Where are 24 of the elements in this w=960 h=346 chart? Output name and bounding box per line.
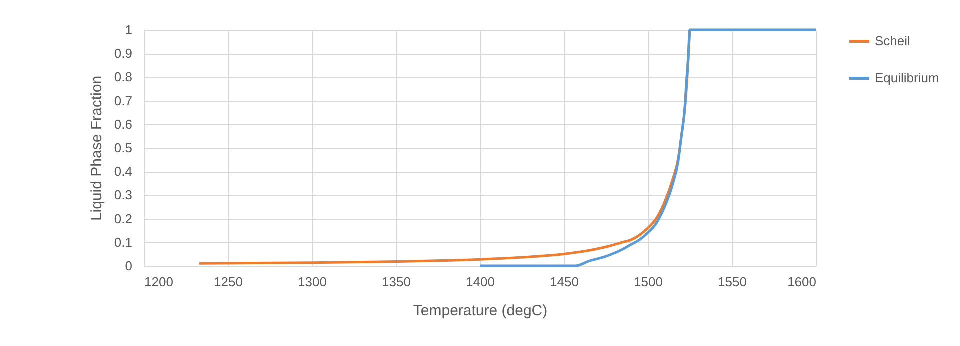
x-axis-title: Temperature (degC) [413,302,548,320]
x-tick-label: 1500 [634,274,663,290]
y-tick-label: 0.2 [114,211,132,226]
y-tick-label: 0.4 [114,164,132,180]
x-tick-label: 1400 [466,274,495,290]
y-tick-label: 0.6 [114,116,132,132]
x-tick-label: 1300 [298,274,327,290]
y-tick-label: 0 [125,258,132,274]
y-tick-label: 0.8 [114,70,132,85]
legend-label: Equilibrium [875,70,940,86]
x-tick-label: 1600 [788,274,816,290]
y-axis-title: Liquid Phase Fraction [88,76,106,222]
x-tick-label: 1200 [144,274,174,290]
y-tick-label: 0.3 [114,188,132,203]
y-tick-label: 0.7 [114,93,132,108]
x-tick-label: 1250 [214,274,243,290]
y-tick-label: 1 [125,22,132,38]
x-tick-label: 1550 [718,274,747,290]
x-tick-label: 1350 [382,274,411,290]
y-tick-label: 0.5 [114,140,132,156]
legend-label: Scheil [875,34,911,48]
y-tick-label: 0.1 [114,234,132,250]
y-tick-label: 0.9 [114,46,132,62]
x-tick-label: 1450 [550,274,579,290]
